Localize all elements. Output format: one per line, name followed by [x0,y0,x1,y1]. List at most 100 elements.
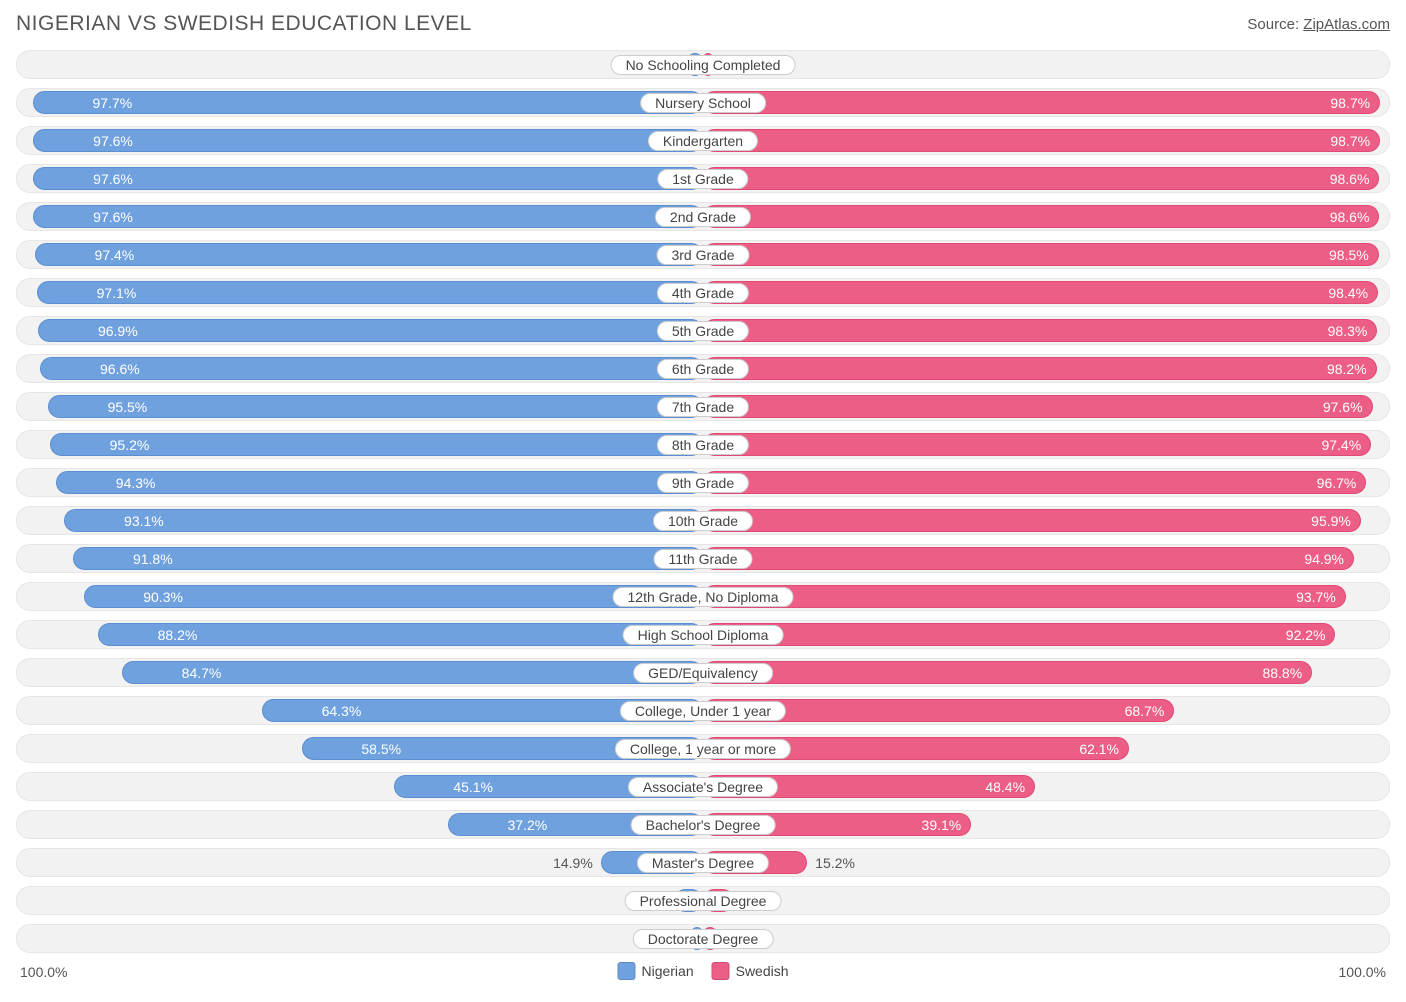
category-label: 7th Grade [657,397,749,417]
bar-right [703,585,1346,608]
chart-row: 96.9%98.3%5th Grade [16,316,1390,345]
bar-right [703,395,1373,418]
value-left: 45.1% [443,779,493,795]
value-left: 64.3% [312,703,362,719]
diverging-bar-chart: 2.3%1.4%No Schooling Completed 97.7% 98.7%… [16,50,1390,953]
bar-right [703,509,1361,532]
chart-row: 97.6% 98.7% Kindergarten [16,126,1390,155]
chart-row: 88.2%92.2%High School Diploma [16,620,1390,649]
value-right: 98.5% [1329,247,1379,263]
bar-right [703,91,1380,114]
value-left: 97.6% [83,133,133,149]
source-link[interactable]: ZipAtlas.com [1303,16,1390,33]
value-left: 84.7% [172,665,222,681]
value-right: 97.4% [1321,437,1371,453]
category-label: 2nd Grade [655,207,751,227]
value-left: 97.6% [83,209,133,225]
category-label: College, 1 year or more [615,739,791,759]
bar-right [703,205,1379,228]
legend: Nigerian Swedish [617,962,788,980]
legend-item-right: Swedish [712,962,789,980]
value-right: 62.1% [1079,741,1129,757]
value-right: 98.2% [1327,361,1377,377]
value-right: 98.7% [1330,133,1380,149]
category-label: 1st Grade [657,169,748,189]
bar-right [703,357,1377,380]
value-left: 95.5% [98,399,148,415]
chart-title: NIGERIAN VS SWEDISH EDUCATION LEVEL [16,12,472,36]
value-right: 15.2% [807,855,855,871]
category-label: No Schooling Completed [611,55,796,75]
chart-row: 84.7%88.8%GED/Equivalency [16,658,1390,687]
chart-row: 2.3%1.4%No Schooling Completed [16,50,1390,79]
category-label: 11th Grade [653,549,752,569]
bar-right [703,623,1335,646]
category-label: 10th Grade [653,511,753,531]
chart-row: 97.7% 98.7% Nursery School [16,88,1390,117]
value-left: 97.6% [83,171,133,187]
chart-row: 1.8%2.0%Doctorate Degree [16,924,1390,953]
chart-row: 97.1%98.4%4th Grade [16,278,1390,307]
legend-label-left: Nigerian [641,963,693,979]
chart-row: 91.8% 94.9% 11th Grade [16,544,1390,573]
value-right: 88.8% [1262,665,1312,681]
value-left: 96.9% [88,323,138,339]
chart-row: 45.1% 48.4% Associate's Degree [16,772,1390,801]
bar-right [703,243,1379,266]
category-label: 12th Grade, No Diploma [613,587,794,607]
chart-row: 4.2%4.5%Professional Degree [16,886,1390,915]
category-label: Associate's Degree [628,777,778,797]
value-left: 14.9% [553,855,601,871]
legend-swatch-right [712,962,730,980]
bar-left [33,205,703,228]
chart-footer: 100.0% 100.0% Nigerian Swedish [16,962,1390,986]
value-left: 37.2% [498,817,548,833]
value-right: 98.6% [1330,209,1380,225]
chart-row: 96.6%98.2%6th Grade [16,354,1390,383]
chart-row: 97.4% 98.5% 3rd Grade [16,240,1390,269]
value-right: 98.7% [1330,95,1380,111]
chart-row: 95.2%97.4%8th Grade [16,430,1390,459]
category-label: Nursery School [640,93,766,113]
bar-right [703,547,1354,570]
bar-right [703,433,1371,456]
chart-source: Source: ZipAtlas.com [1247,16,1390,33]
value-right: 96.7% [1317,475,1367,491]
category-label: Doctorate Degree [633,929,774,949]
bar-left [37,281,703,304]
category-label: Kindergarten [648,131,758,151]
chart-row: 93.1% 95.9% 10th Grade [16,506,1390,535]
value-left: 97.7% [82,95,132,111]
value-left: 94.3% [106,475,156,491]
legend-swatch-left [617,962,635,980]
value-left: 97.1% [87,285,137,301]
source-prefix: Source: [1247,16,1303,33]
value-right: 97.6% [1323,399,1373,415]
value-right: 39.1% [922,817,972,833]
value-right: 68.7% [1125,703,1175,719]
chart-row: 97.6%98.6%1st Grade [16,164,1390,193]
bar-right [703,129,1380,152]
chart-row: 37.2%39.1%Bachelor's Degree [16,810,1390,839]
category-label: 3rd Grade [656,245,749,265]
value-left: 91.8% [123,551,173,567]
value-left: 58.5% [351,741,401,757]
value-left: 93.1% [114,513,164,529]
chart-row: 14.9% 15.2% Master's Degree [16,848,1390,877]
chart-row: 90.3%93.7%12th Grade, No Diploma [16,582,1390,611]
bar-left [33,129,703,152]
bar-right [703,319,1377,342]
value-left: 97.4% [85,247,135,263]
value-right: 95.9% [1311,513,1361,529]
bar-left [33,167,703,190]
value-right: 98.3% [1328,323,1378,339]
value-right: 94.9% [1304,551,1354,567]
category-label: 9th Grade [657,473,749,493]
chart-row: 95.5% 97.6% 7th Grade [16,392,1390,421]
category-label: 8th Grade [657,435,749,455]
category-label: Master's Degree [637,853,769,873]
chart-row: 94.3% 96.7% 9th Grade [16,468,1390,497]
chart-row: 64.3%68.7%College, Under 1 year [16,696,1390,725]
value-right: 48.4% [985,779,1035,795]
category-label: 6th Grade [657,359,749,379]
